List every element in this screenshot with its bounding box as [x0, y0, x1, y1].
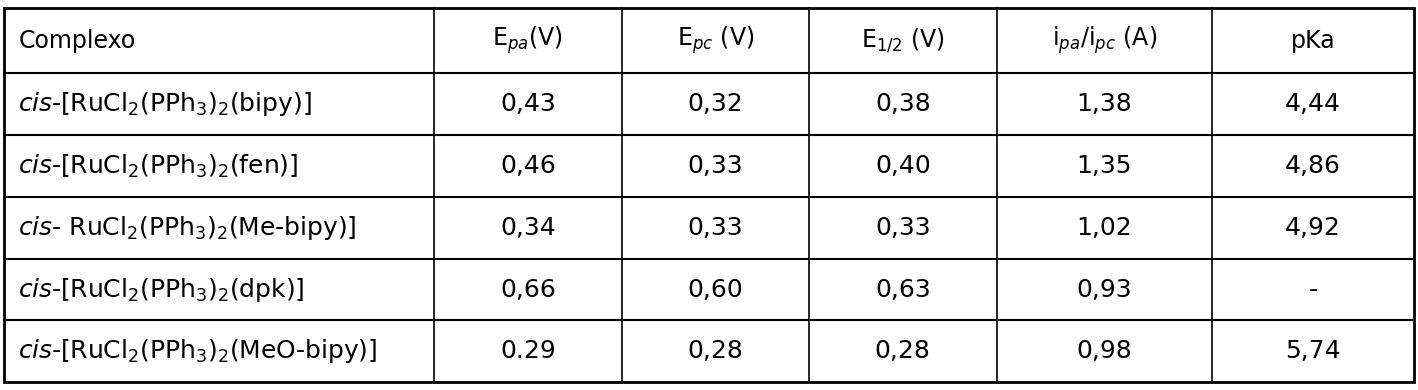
Text: 4,92: 4,92 [1285, 216, 1341, 240]
Text: 0,46: 0,46 [501, 154, 556, 178]
Text: 1,38: 1,38 [1076, 92, 1132, 116]
Text: 0,43: 0,43 [501, 92, 556, 116]
Text: pKa: pKa [1290, 28, 1336, 53]
Text: E$_{pc}$ (V): E$_{pc}$ (V) [676, 25, 754, 57]
Text: 0.29: 0.29 [501, 339, 556, 363]
Text: 1,35: 1,35 [1076, 154, 1132, 178]
Text: 0,40: 0,40 [875, 154, 930, 178]
Text: i$_{pa}$/i$_{pc}$ (A): i$_{pa}$/i$_{pc}$ (A) [1052, 25, 1157, 57]
Text: $cis$- RuCl$_2$(PPh$_3$)$_2$(Me-bipy)]: $cis$- RuCl$_2$(PPh$_3$)$_2$(Me-bipy)] [18, 214, 357, 242]
Text: $cis$-[RuCl$_2$(PPh$_3$)$_2$(fen)]: $cis$-[RuCl$_2$(PPh$_3$)$_2$(fen)] [18, 152, 299, 180]
Text: 0,28: 0,28 [688, 339, 743, 363]
Text: $cis$-[RuCl$_2$(PPh$_3$)$_2$(dpk)]: $cis$-[RuCl$_2$(PPh$_3$)$_2$(dpk)] [18, 276, 305, 303]
Text: 4,44: 4,44 [1285, 92, 1341, 116]
Text: $cis$-[RuCl$_2$(PPh$_3$)$_2$(MeO-bipy)]: $cis$-[RuCl$_2$(PPh$_3$)$_2$(MeO-bipy)] [18, 337, 377, 365]
Text: 0,38: 0,38 [875, 92, 930, 116]
Text: 0,63: 0,63 [875, 278, 930, 301]
Text: 0,66: 0,66 [501, 278, 556, 301]
Text: $cis$-[RuCl$_2$(PPh$_3$)$_2$(bipy)]: $cis$-[RuCl$_2$(PPh$_3$)$_2$(bipy)] [18, 90, 312, 118]
Text: 1,02: 1,02 [1076, 216, 1132, 240]
Text: 0,93: 0,93 [1076, 278, 1132, 301]
Text: 0,98: 0,98 [1076, 339, 1132, 363]
Text: 0,60: 0,60 [688, 278, 743, 301]
Text: 4,86: 4,86 [1285, 154, 1341, 178]
Text: 5,74: 5,74 [1285, 339, 1341, 363]
Text: 0,32: 0,32 [688, 92, 743, 116]
Text: 0,33: 0,33 [688, 154, 743, 178]
Text: -: - [1309, 278, 1317, 301]
Text: 0,33: 0,33 [875, 216, 930, 240]
Text: Complexo: Complexo [18, 28, 136, 53]
Text: 0,28: 0,28 [875, 339, 930, 363]
Text: E$_{pa}$(V): E$_{pa}$(V) [492, 25, 563, 57]
Text: 0,33: 0,33 [688, 216, 743, 240]
Text: 0,34: 0,34 [501, 216, 556, 240]
Text: E$_{1/2}$ (V): E$_{1/2}$ (V) [861, 27, 944, 55]
